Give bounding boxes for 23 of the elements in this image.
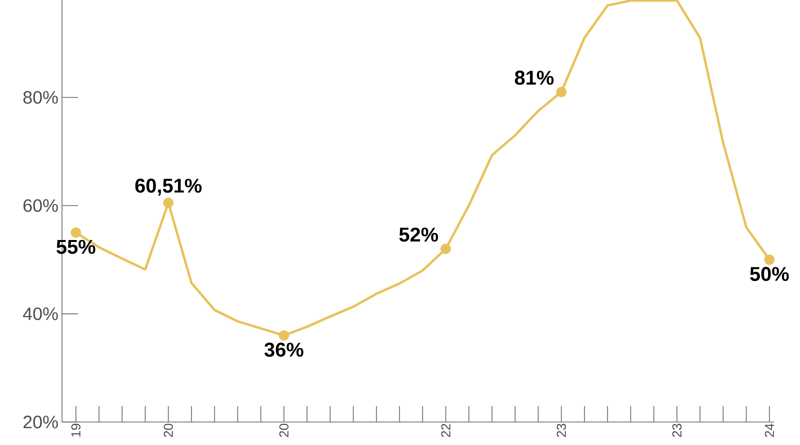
y-tick-label: 60% <box>23 199 58 212</box>
point <box>764 254 775 265</box>
point <box>556 86 567 98</box>
x-tick-label: 19 <box>71 424 80 437</box>
data-label: 52% <box>399 228 438 242</box>
data-label: 81% <box>514 70 554 85</box>
x-tick-label: 23 <box>556 424 566 437</box>
data-label: 50% <box>750 266 789 281</box>
y-tick-label: 20% <box>23 416 58 428</box>
x-tick-label: 20 <box>279 424 289 437</box>
x-tick-label: 22 <box>441 424 450 437</box>
y-tick-label: 40% <box>22 307 58 320</box>
data-label: 60,51% <box>135 178 202 196</box>
x-tick-label: 23 <box>672 424 682 437</box>
y-tick-label: 80% <box>23 91 58 104</box>
point <box>163 198 174 208</box>
point <box>440 244 451 254</box>
data-label: 36% <box>264 342 304 357</box>
point <box>278 330 290 341</box>
data-label: 55% <box>56 240 96 254</box>
x-tick-label: 20 <box>164 424 173 437</box>
point <box>70 227 82 238</box>
x-tick-label: 24 <box>764 424 774 437</box>
